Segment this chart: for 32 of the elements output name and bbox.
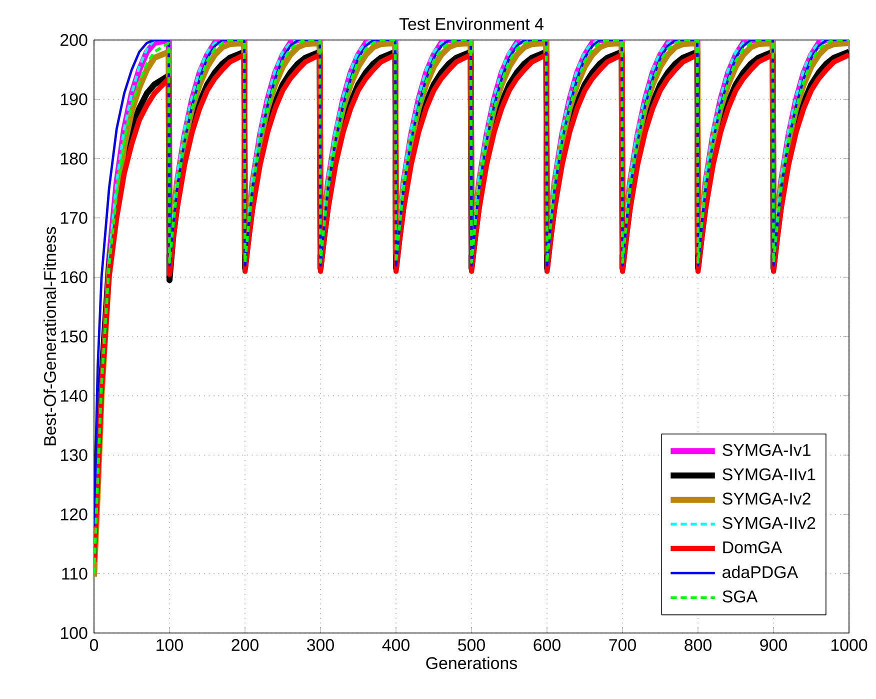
y-tick-label: 190	[60, 93, 88, 106]
chart-title: Test Environment 4	[399, 18, 544, 30]
y-tick-label: 150	[60, 330, 88, 342]
x-tick-label: 900	[760, 639, 787, 652]
x-tick-label: 0	[90, 639, 98, 652]
y-tick-label: 100	[60, 627, 88, 639]
legend-label: adaPDGA	[722, 566, 798, 578]
x-tick-label: 200	[232, 639, 258, 652]
x-tick-label: 800	[684, 639, 712, 652]
y-tick-label: 120	[60, 508, 88, 520]
legend-label: SYMGA-Iv2	[722, 492, 810, 505]
y-tick-label: 110	[62, 568, 88, 580]
x-tick-label: 600	[534, 639, 560, 652]
y-tick-label: 160	[60, 271, 88, 284]
y-tick-label: 170	[60, 212, 88, 224]
legend-label: SGA	[722, 590, 758, 602]
x-axis-title: Generations	[426, 656, 517, 670]
y-tick-label: 140	[60, 390, 88, 402]
x-tick-label: 400	[382, 639, 410, 652]
x-tick-label: 1000	[831, 639, 868, 652]
y-tick-label: 200	[60, 34, 88, 46]
y-axis-title: Best-Of-Generational-Fitness	[44, 227, 56, 446]
legend-label: DomGA	[723, 541, 782, 554]
x-tick-label: 500	[458, 639, 485, 652]
x-tick-label: 700	[609, 639, 636, 652]
legend-label: SYMGA-Iv1	[722, 444, 810, 456]
y-tick-label: 180	[60, 152, 88, 165]
x-tick-label: 300	[307, 639, 334, 652]
x-tick-label: 100	[156, 639, 183, 652]
legend-label: SYMGA-IIv1	[722, 468, 816, 480]
y-tick-label: 130	[60, 449, 88, 462]
legend-label: SYMGA-IIv2	[722, 517, 816, 529]
